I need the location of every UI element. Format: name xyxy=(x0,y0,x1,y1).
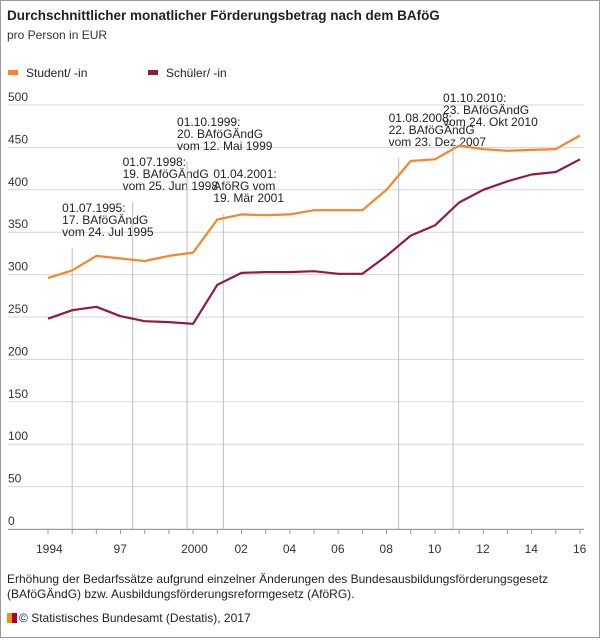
chart-subtitle: pro Person in EUR xyxy=(7,28,108,42)
legend-label: Student/ -in xyxy=(26,66,87,80)
y-tick-label: 350 xyxy=(8,217,28,231)
x-tick-label: 12 xyxy=(476,542,490,556)
x-tick-label: 16 xyxy=(573,542,587,556)
y-tick-label: 0 xyxy=(8,514,15,528)
x-tick-label: 2000 xyxy=(181,542,208,556)
annotation-label: 01.10.1999: 20. BAföGÄndG vom 12. Mai 1999 xyxy=(177,115,273,153)
y-tick-label: 150 xyxy=(8,387,28,401)
series-line-schueler xyxy=(47,158,581,325)
chart-caption: Erhöhung der Bedarfssätze aufgrund einze… xyxy=(7,572,549,601)
y-tick-label: 300 xyxy=(8,260,28,274)
x-tick-label: 10 xyxy=(428,542,442,556)
legend-swatch xyxy=(148,70,158,75)
x-tick-label: 08 xyxy=(380,542,394,556)
y-tick-label: 400 xyxy=(8,175,28,189)
x-tick-label: 1994 xyxy=(36,542,63,556)
series-line-student xyxy=(47,134,581,280)
destatis-logo-icon xyxy=(7,613,17,623)
x-tick-label: 04 xyxy=(283,542,297,556)
x-tick-label: 06 xyxy=(331,542,345,556)
annotation-label: 01.07.1995: 17. BAföGÄndG vom 24. Jul 1995 xyxy=(62,201,154,239)
x-tick-label: 02 xyxy=(234,542,248,556)
source-text: Statistisches Bundesamt (Destatis), 2017 xyxy=(31,611,251,625)
legend-label: Schüler/ -in xyxy=(166,66,227,80)
y-tick-label: 100 xyxy=(8,429,28,443)
legend-swatch xyxy=(8,70,18,75)
chart-title: Durchschnittlicher monatlicher Förderung… xyxy=(7,8,440,23)
annotation-label: 01.04.2001: AföRG vom 19. Mär 2001 xyxy=(213,167,284,205)
y-tick-label: 200 xyxy=(8,344,28,358)
annotation-label: 01.10.2010: 23. BAföGÄndG vom 24. Okt 2010 xyxy=(443,91,538,129)
source-note: © Statistisches Bundesamt (Destatis), 20… xyxy=(7,611,251,625)
x-tick-label: 14 xyxy=(525,542,539,556)
y-tick-label: 500 xyxy=(8,90,28,104)
x-tick-label: 97 xyxy=(114,542,128,556)
y-tick-label: 250 xyxy=(8,302,28,316)
y-tick-label: 50 xyxy=(8,472,22,486)
annotation-label: 01.07.1998: 19. BAföGÄndG vom 25. Jun 1998 xyxy=(123,155,219,193)
y-tick-label: 450 xyxy=(8,132,28,146)
